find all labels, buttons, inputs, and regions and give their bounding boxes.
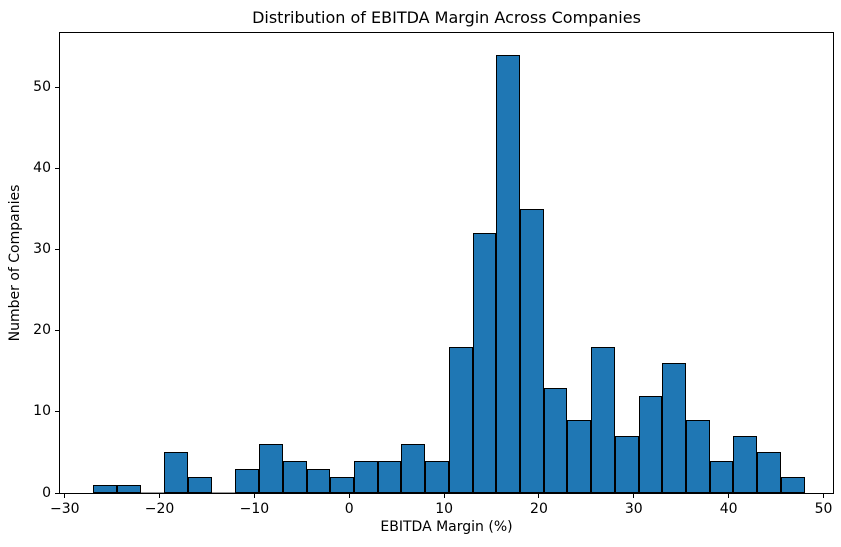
y-tick-mark (55, 411, 59, 413)
histogram-bar (472, 233, 497, 493)
y-tick-mark (55, 167, 59, 169)
histogram-bar (330, 476, 354, 493)
histogram-bar (662, 363, 686, 493)
histogram-bar (116, 484, 141, 493)
x-tick-label: −30 (49, 501, 80, 517)
x-tick-label: 20 (530, 501, 548, 517)
histogram-bar (401, 444, 426, 493)
x-tick-label: −10 (239, 501, 270, 517)
histogram-bar (235, 468, 260, 493)
x-tick-mark (64, 494, 66, 498)
x-tick-label: −20 (144, 501, 175, 517)
y-tick-label: 20 (33, 322, 51, 339)
y-tick-label: 30 (33, 241, 51, 258)
x-tick-mark (823, 494, 825, 498)
histogram-bar (591, 346, 615, 493)
histogram-bar (164, 452, 189, 493)
plot-area: −30 −20 −10 0 10 20 30 40 50 0 10 20 30 40 50 (33, 32, 834, 517)
histogram-bar (567, 419, 592, 493)
histogram-bar (733, 436, 758, 493)
histogram-bar (188, 476, 212, 493)
histogram-bar (306, 468, 331, 493)
x-tick-mark (728, 494, 730, 498)
chart-title: Distribution of EBITDA Margin Across Com… (252, 8, 641, 27)
y-axis-label: Number of Companies (7, 184, 23, 342)
x-tick-mark (253, 494, 255, 498)
x-tick-label: 50 (814, 501, 833, 517)
x-tick-mark (348, 494, 350, 498)
y-tick-mark (55, 249, 59, 251)
histogram-bar (282, 460, 307, 493)
histogram-bar-zero (140, 492, 165, 493)
x-tick-mark (538, 494, 540, 498)
histogram-bar-zero (211, 492, 236, 493)
x-tick-mark (159, 494, 161, 498)
histogram-bar (638, 395, 663, 493)
x-axis-label: EBITDA Margin (%) (380, 519, 513, 535)
x-tick-label: 30 (624, 501, 643, 517)
histogram-bar (520, 209, 544, 493)
histogram-bar (259, 444, 283, 493)
y-tick-mark (55, 86, 59, 88)
histogram-bar (709, 460, 734, 493)
x-tick-label: 40 (719, 501, 738, 517)
histogram-bar (543, 387, 568, 493)
histogram-bar (354, 460, 378, 493)
y-tick-label: 40 (33, 159, 51, 176)
histogram-bar (425, 460, 449, 493)
histogram-bar (685, 419, 710, 493)
histogram-bar (448, 346, 473, 493)
histogram-bar (377, 460, 402, 493)
x-tick-label: 10 (435, 501, 454, 517)
histogram-bar (614, 436, 639, 493)
y-tick-label: 50 (33, 78, 51, 95)
x-tick-mark (633, 494, 635, 498)
histogram-bar (93, 484, 117, 493)
histogram-bar (757, 452, 781, 493)
histogram-bar (496, 54, 520, 493)
x-tick-label: 0 (344, 501, 354, 517)
bars-layer (60, 33, 833, 493)
y-tick-label: 0 (42, 484, 51, 501)
y-tick-label: 10 (33, 403, 51, 420)
x-tick-mark (443, 494, 445, 498)
y-tick-mark (55, 492, 59, 494)
histogram-bar (780, 476, 805, 493)
y-tick-mark (55, 330, 59, 332)
